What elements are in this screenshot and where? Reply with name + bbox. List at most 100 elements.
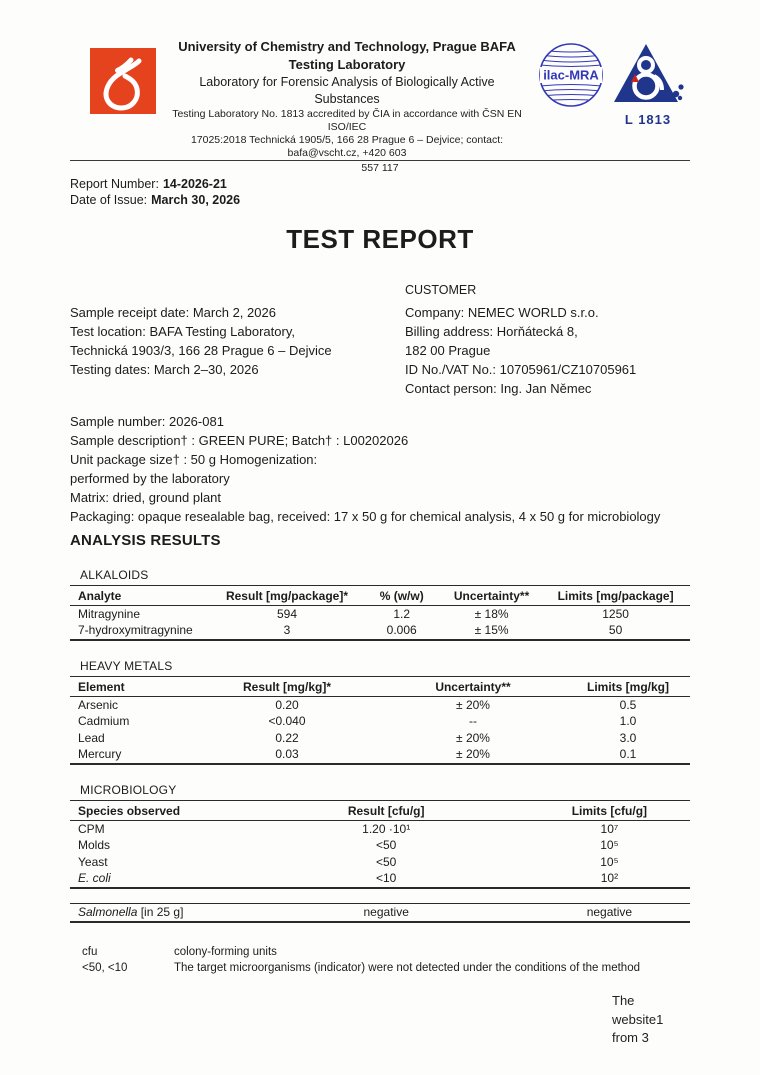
table-cell: 0.5 — [619, 697, 637, 712]
footnote-term-cfu: cfu — [82, 945, 98, 958]
header-text-block: University of Chemistry and Technology, … — [156, 34, 538, 160]
customer-block: CUSTOMER Company: NEMEC WORLD s.r.o. Bil… — [405, 282, 690, 398]
table-cell: ± 18% — [474, 606, 509, 621]
table-row: Lead 0.22 ± 20% 3.0 — [70, 730, 690, 747]
table-cell: Yeast — [78, 854, 108, 869]
table-cell: -- — [469, 714, 477, 728]
table-cell: 1.2 — [393, 606, 411, 621]
table-cell: Lead — [78, 730, 105, 745]
document-header: University of Chemistry and Technology, … — [70, 0, 690, 161]
sample-info-block: Sample receipt date: March 2, 2026 Test … — [70, 282, 405, 398]
report-number-line: Report Number: 14-2026-21 — [70, 176, 690, 192]
salmonella-table: Salmonella [in 25 g] negative negative — [70, 903, 690, 923]
table-cell: <10 — [376, 871, 397, 885]
footnote-term-lod: <50, <10 — [82, 962, 128, 974]
org-name-line1: University of Chemistry and Technology, … — [178, 39, 516, 54]
section-label-alkaloids: ALKALOIDS — [80, 568, 149, 582]
lab-name-line1: Laboratory for Forensic Analysis of Biol… — [199, 75, 495, 89]
table-cell: <50 — [376, 854, 397, 869]
ilac-mra-logo-icon: ilac-MRA — [538, 42, 604, 108]
salmonella-species-qualifier: [in 25 g] — [137, 904, 184, 919]
column-header: Limits [cfu/g] — [528, 800, 690, 821]
salmonella-species-cell: Salmonella [in 25 g] — [70, 904, 244, 922]
matrix: Matrix: dried, ground plant — [70, 490, 222, 505]
table-cell: 50 — [608, 623, 623, 637]
column-header: Element — [70, 676, 194, 697]
table-cell: 0.22 — [275, 730, 299, 745]
table-cell: 7-hydroxymitragynine — [78, 623, 193, 637]
page-indicator: The website1 from 3 — [612, 992, 663, 1048]
footnote-definition-cfu: colony-forming units — [174, 945, 277, 958]
table-row: Mitragynine 594 1.2 ± 18% 1250 — [70, 606, 690, 623]
table-cell: E. coli — [78, 871, 111, 885]
salmonella-species-name: Salmonella — [78, 904, 138, 919]
customer-city: 182 00 Prague — [405, 343, 491, 358]
table-cell: ± 20% — [456, 747, 490, 761]
table-row: Molds <50 10⁵ — [70, 838, 690, 855]
sample-number: Sample number: 2026-081 — [70, 414, 224, 429]
info-columns: Sample receipt date: March 2, 2026 Test … — [70, 282, 690, 398]
sample-details-block: Sample number: 2026-081 Sample descripti… — [70, 412, 690, 526]
table-cell: <50 — [376, 838, 397, 852]
footnotes-block: cfu colony-forming units <50, <10 The ta… — [82, 944, 690, 977]
section-label-microbiology: MICROBIOLOGY — [80, 783, 177, 797]
section-label-heavy-metals: HEAVY METALS — [80, 659, 173, 673]
packaging: Packaging: opaque resealable bag, receiv… — [70, 509, 661, 524]
table-cell: 3.0 — [619, 730, 637, 745]
column-header: Uncertainty** — [380, 676, 566, 697]
sample-receipt-date: Sample receipt date: March 2, 2026 — [70, 305, 276, 320]
report-number-value: 14-2026-21 — [162, 177, 227, 191]
accreditation-line2: 17025:2018 Technická 1905/5, 166 28 Prag… — [190, 134, 504, 159]
table-cell: 0.03 — [275, 747, 299, 761]
table-cell: <0.040 — [268, 714, 306, 728]
salmonella-limit-cell: negative — [586, 904, 633, 919]
test-location-line1: Test location: BAFA Testing Laboratory, — [70, 324, 295, 339]
test-location-line2: Technická 1903/3, 166 28 Prague 6 – Dejv… — [70, 343, 332, 358]
table-header-row: Species observed Result [cfu/g] Limits [cf… — [70, 800, 690, 821]
date-of-issue-line: Date of Issue: March 30, 2026 — [70, 192, 690, 208]
column-header: Analyte — [70, 585, 213, 606]
table-cell: Molds — [78, 838, 111, 852]
footnote-definition-lod: The target microorganisms (indicator) we… — [174, 962, 640, 974]
table-cell: Arsenic — [78, 697, 119, 712]
salmonella-row: Salmonella [in 25 g] negative negative — [70, 904, 690, 922]
header-phone-tail: 557 117 — [361, 162, 399, 174]
salmonella-result-cell: negative — [363, 904, 409, 919]
unit-package-size: Unit package size† : 50 g Homogenization… — [70, 452, 318, 467]
microbiology-table: Species observed Result [cfu/g] Limits [cf… — [70, 800, 690, 889]
cia-triangle-icon — [614, 44, 684, 102]
customer-id-vat: ID No./VAT No.: 10705961/CZ10705961 — [405, 362, 637, 377]
cia-accreditation-number: L 1813 — [624, 112, 672, 127]
column-header: Result [mg/package]* — [212, 585, 362, 606]
report-number-label: Report Number: — [70, 177, 159, 191]
column-header: Result [cfu/g] — [243, 800, 529, 821]
table-cell: Mitragynine — [78, 606, 141, 621]
table-cell: 10⁷ — [600, 821, 619, 836]
table-row: E. coli <10 10² — [70, 871, 690, 889]
page-indicator-line3: from 3 — [612, 1030, 649, 1045]
uct-prague-logo-icon — [90, 48, 156, 114]
table-cell: CPM — [78, 821, 105, 836]
page-indicator-line1: The — [612, 993, 635, 1008]
customer-billing-address: Billing address: Horňátecká 8, — [405, 324, 578, 339]
column-header: Uncertainty** — [441, 585, 542, 606]
table-cell: ± 20% — [456, 730, 490, 745]
accreditation-line1: Testing Laboratory No. 1813 accredited b… — [172, 108, 522, 133]
homogenization-note: performed by the laboratory — [70, 471, 230, 486]
header-logos-right: ilac-MRA L 1813 — [538, 34, 690, 127]
table-header-row: Element Result [mg/kg]* Uncertainty** Limit… — [70, 676, 690, 697]
cia-accreditation-logo: L 1813 — [610, 42, 686, 127]
table-cell: 10⁵ — [600, 838, 619, 852]
column-header: % (w/w) — [361, 585, 442, 606]
report-meta: Report Number: 14-2026-21 Date of Issue: M… — [70, 176, 690, 208]
page-title: TEST REPORT — [286, 224, 474, 254]
table-cell: Mercury — [78, 747, 122, 761]
customer-contact-person: Contact person: Ing. Jan Němec — [405, 381, 592, 396]
table-cell: 1250 — [602, 606, 629, 621]
org-name-line2: Testing Laboratory — [288, 57, 406, 72]
column-header: Species observed — [70, 800, 244, 821]
table-row: 7-hydroxymitragynine 3 0.006 ± 15% 50 — [70, 623, 690, 641]
table-row: Arsenic 0.20 ± 20% 0.5 — [70, 697, 690, 714]
table-cell: 1.0 — [619, 714, 637, 728]
